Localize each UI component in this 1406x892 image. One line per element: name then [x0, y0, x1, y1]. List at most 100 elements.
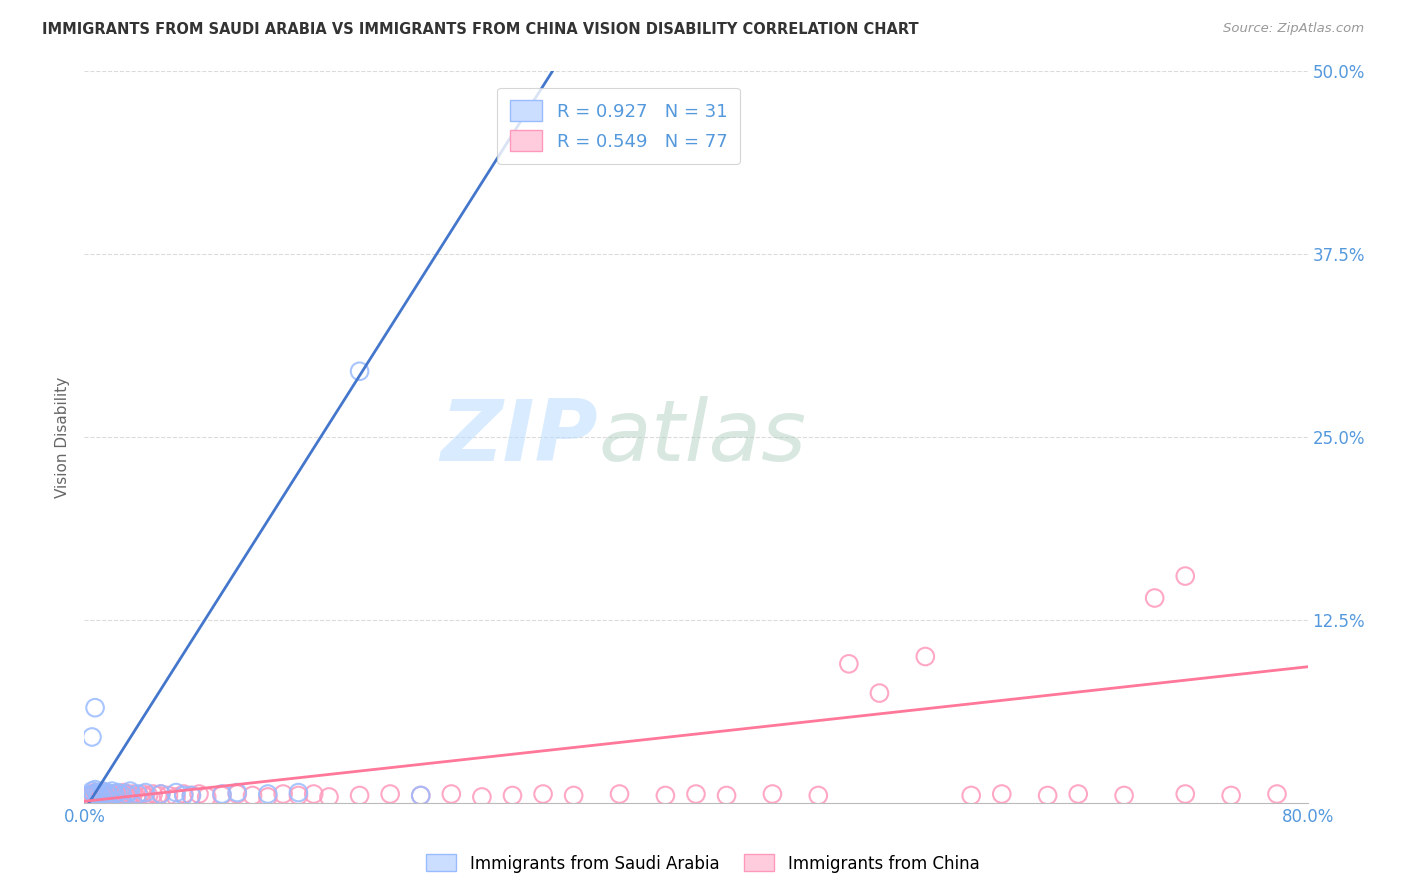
Point: [180, 789, 202, 803]
Point: [287, 789, 309, 803]
Y-axis label: Vision Disability: Vision Disability: [55, 376, 70, 498]
Point: [111, 789, 134, 803]
Point: [80, 730, 103, 744]
Point: [471, 789, 494, 804]
Point: [115, 787, 138, 801]
Legend: R = 0.927   N = 31, R = 0.549   N = 77: R = 0.927 N = 31, R = 0.549 N = 77: [498, 87, 740, 164]
Point: [226, 786, 249, 800]
Point: [86, 789, 108, 803]
Point: [118, 789, 141, 804]
Point: [531, 787, 554, 801]
Point: [84, 700, 107, 714]
Point: [1067, 787, 1090, 801]
Point: [761, 787, 783, 801]
Point: [103, 789, 125, 804]
Point: [120, 784, 142, 798]
Point: [142, 787, 165, 801]
Point: [716, 789, 738, 803]
Point: [195, 789, 218, 804]
Point: [165, 789, 187, 804]
Point: [87, 787, 110, 801]
Point: [131, 787, 153, 801]
Point: [107, 786, 129, 800]
Point: [149, 787, 172, 801]
Point: [125, 789, 148, 804]
Text: IMMIGRANTS FROM SAUDI ARABIA VS IMMIGRANTS FROM CHINA VISION DISABILITY CORRELAT: IMMIGRANTS FROM SAUDI ARABIA VS IMMIGRAN…: [42, 22, 918, 37]
Point: [101, 784, 124, 798]
Point: [128, 789, 150, 803]
Point: [1036, 789, 1059, 803]
Point: [318, 789, 340, 804]
Point: [104, 787, 127, 801]
Point: [146, 789, 169, 803]
Point: [84, 782, 107, 797]
Point: [96, 787, 118, 801]
Point: [83, 789, 105, 803]
Point: [180, 789, 202, 803]
Point: [94, 789, 117, 803]
Point: [562, 789, 585, 803]
Point: [80, 787, 103, 801]
Point: [960, 789, 983, 803]
Point: [380, 787, 402, 801]
Point: [609, 787, 631, 801]
Point: [89, 789, 111, 803]
Point: [86, 786, 108, 800]
Point: [138, 789, 160, 803]
Point: [108, 789, 131, 803]
Point: [226, 787, 249, 801]
Point: [914, 649, 936, 664]
Point: [104, 789, 127, 803]
Text: atlas: atlas: [598, 395, 806, 479]
Point: [991, 787, 1014, 801]
Point: [149, 787, 172, 801]
Point: [869, 686, 891, 700]
Point: [80, 784, 103, 798]
Point: [838, 657, 860, 671]
Point: [93, 787, 115, 801]
Point: [110, 787, 132, 801]
Point: [111, 789, 134, 803]
Point: [257, 789, 280, 804]
Point: [1114, 789, 1136, 803]
Point: [257, 787, 280, 801]
Point: [173, 789, 195, 803]
Point: [135, 789, 157, 804]
Point: [107, 789, 129, 804]
Point: [654, 789, 676, 803]
Point: [105, 787, 128, 801]
Point: [349, 364, 371, 378]
Point: [93, 786, 115, 800]
Point: [1174, 787, 1197, 801]
Point: [188, 787, 211, 801]
Point: [83, 787, 105, 801]
Point: [502, 789, 524, 803]
Point: [1174, 569, 1197, 583]
Point: [1143, 591, 1166, 605]
Point: [96, 786, 118, 800]
Point: [1220, 789, 1243, 803]
Point: [165, 786, 187, 800]
Point: [287, 786, 309, 800]
Point: [211, 787, 233, 801]
Point: [89, 789, 111, 804]
Point: [87, 787, 110, 801]
Point: [90, 787, 112, 801]
Point: [409, 789, 432, 803]
Text: Source: ZipAtlas.com: Source: ZipAtlas.com: [1223, 22, 1364, 36]
Point: [127, 787, 149, 801]
Point: [349, 789, 371, 803]
Point: [271, 787, 294, 801]
Point: [685, 787, 707, 801]
Point: [77, 789, 100, 803]
Point: [91, 784, 114, 798]
Point: [112, 786, 135, 800]
Point: [97, 789, 120, 804]
Point: [115, 787, 138, 801]
Point: [807, 789, 830, 803]
Text: ZIP: ZIP: [440, 395, 598, 479]
Point: [77, 789, 100, 804]
Point: [97, 789, 120, 803]
Point: [101, 787, 124, 801]
Point: [122, 787, 145, 801]
